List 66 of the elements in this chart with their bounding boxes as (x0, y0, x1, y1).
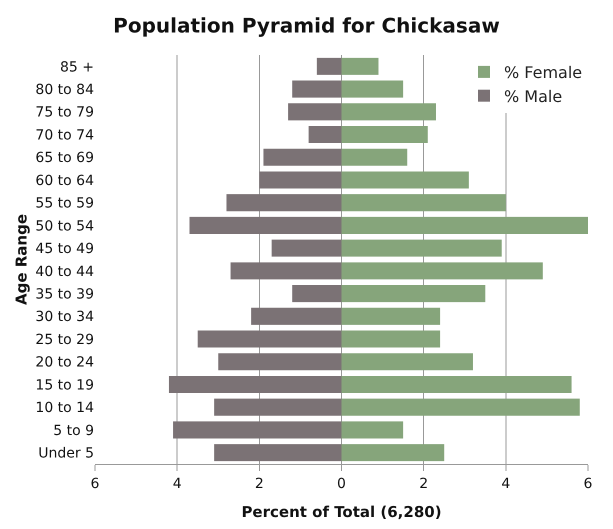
bar (342, 240, 502, 257)
bar (342, 376, 572, 393)
x-tick-label: 6 (584, 476, 593, 492)
bar (168, 376, 342, 393)
x-axis-title: Percent of Total (6,280) (241, 502, 442, 521)
y-tick-label: 65 to 69 (35, 150, 94, 166)
bar (226, 194, 342, 212)
y-tick-label: 85 + (60, 59, 94, 76)
bar (230, 262, 342, 280)
y-tick-label: 25 to 29 (35, 332, 94, 348)
bar (292, 80, 342, 98)
y-tick-label: 35 to 39 (35, 286, 94, 302)
bar (308, 126, 342, 144)
bar (218, 353, 342, 370)
bar (342, 444, 444, 462)
y-tick-label: 50 to 54 (35, 218, 94, 234)
legend-label: % Female (504, 63, 582, 82)
bar (342, 285, 486, 302)
y-tick-label: 20 to 24 (35, 354, 94, 371)
legend-label: % Male (504, 86, 562, 106)
chart-title: Population Pyramid for Chickasaw (113, 14, 500, 38)
x-tick-label: 2 (419, 476, 428, 492)
bar (288, 103, 342, 120)
bar (342, 353, 473, 370)
bar (342, 421, 404, 438)
bar (342, 194, 506, 212)
bar (342, 171, 469, 188)
bar (342, 126, 428, 144)
bar (342, 262, 543, 280)
y-tick-label: Under 5 (38, 446, 94, 462)
bar (342, 103, 436, 120)
bar (214, 444, 342, 462)
bar (251, 308, 342, 325)
bar (263, 148, 342, 166)
y-tick-label: 40 to 44 (35, 264, 94, 280)
y-tick-label: 15 to 19 (35, 377, 94, 394)
x-tick-label: 4 (501, 476, 510, 492)
y-tick-label: 5 to 9 (53, 422, 94, 439)
y-tick-label: 10 to 14 (35, 400, 94, 416)
x-tick-label: 0 (337, 476, 346, 492)
bar (292, 285, 342, 302)
y-tick-label: 30 to 34 (35, 309, 94, 326)
bar (316, 58, 342, 75)
bar (259, 171, 342, 188)
y-tick-label: 75 to 79 (35, 104, 94, 121)
y-tick-label: 55 to 59 (35, 196, 94, 212)
x-tick-label: 6 (90, 476, 100, 492)
bar (342, 398, 580, 416)
y-tick-label: 45 to 49 (35, 241, 94, 258)
bar (198, 330, 342, 348)
y-tick-label: 60 to 64 (35, 172, 94, 189)
x-tick-label: 2 (254, 476, 264, 492)
bar (342, 148, 408, 166)
x-tick-label: 4 (172, 476, 182, 492)
bar (214, 398, 342, 416)
bar (342, 58, 378, 75)
bar (342, 330, 440, 348)
bar (272, 240, 342, 257)
bar (173, 421, 342, 438)
y-tick-label: 70 to 74 (35, 127, 94, 144)
y-tick-label: 80 to 84 (35, 82, 94, 98)
bar (342, 216, 588, 234)
bar (189, 216, 342, 234)
bar (342, 80, 404, 98)
y-axis-title: Age Range (12, 214, 31, 306)
bar (342, 308, 440, 325)
